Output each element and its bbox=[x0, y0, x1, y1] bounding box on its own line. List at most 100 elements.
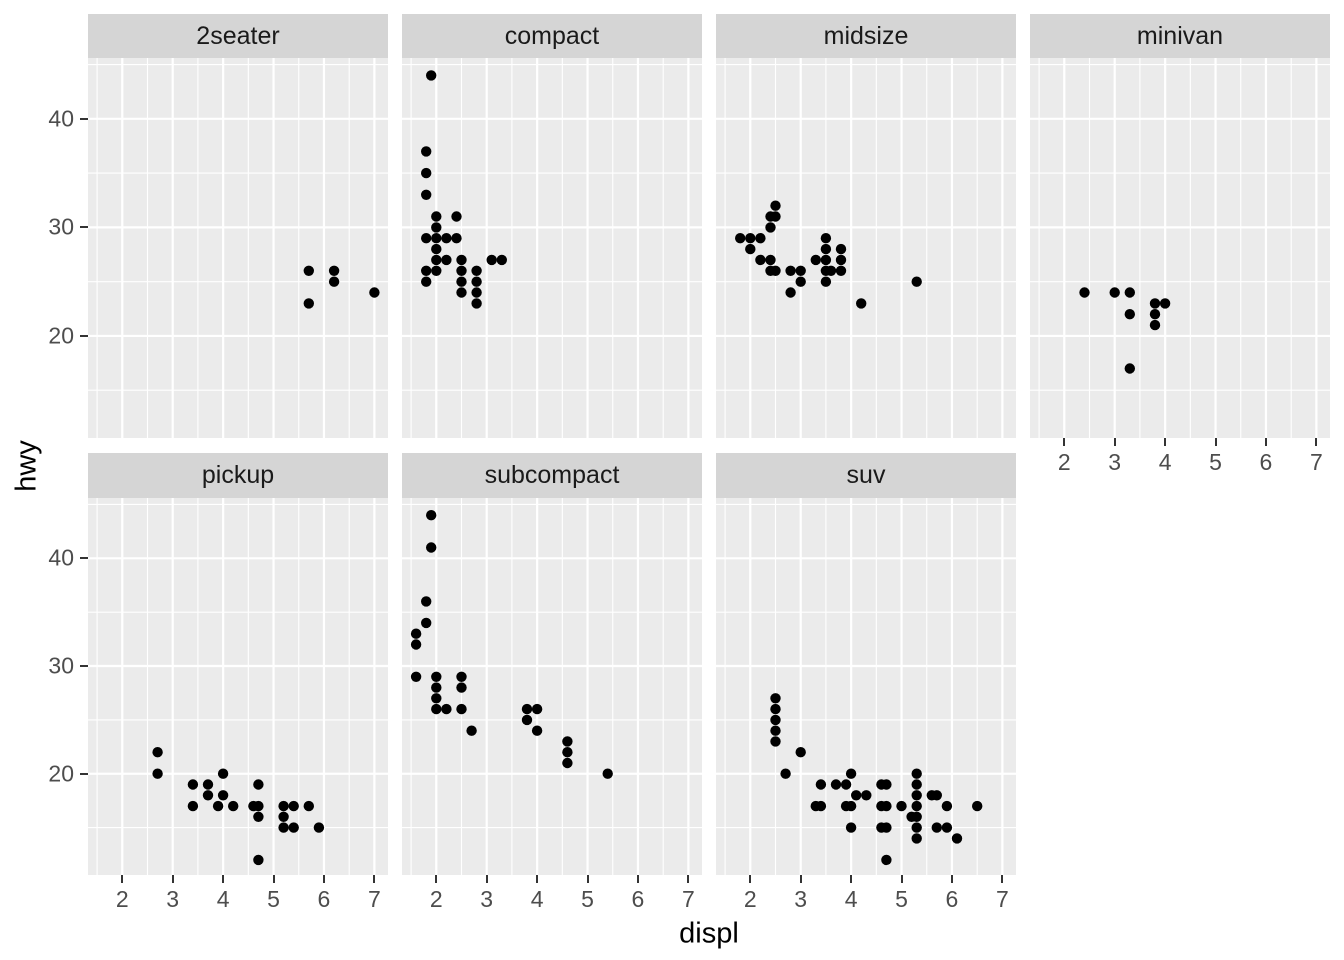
x-tick-label: 3 bbox=[166, 886, 180, 912]
data-point bbox=[755, 233, 766, 244]
data-point bbox=[421, 146, 432, 157]
data-point bbox=[911, 833, 922, 844]
panel-background bbox=[1030, 58, 1330, 438]
data-point bbox=[830, 779, 842, 790]
facet-panel-subcompact bbox=[402, 498, 702, 875]
x-tick-mark bbox=[1264, 438, 1267, 446]
x-tick-mark bbox=[950, 875, 953, 883]
data-point bbox=[881, 800, 892, 812]
data-point bbox=[562, 736, 573, 747]
data-point bbox=[1109, 287, 1120, 298]
x-tick-label: 2 bbox=[429, 886, 443, 912]
x-tick-label: 7 bbox=[367, 886, 381, 912]
data-point bbox=[288, 822, 299, 833]
data-point bbox=[431, 682, 442, 693]
x-tick-label: 3 bbox=[794, 886, 808, 912]
panel-background bbox=[88, 58, 388, 438]
facet-strip-label: compact bbox=[504, 21, 600, 50]
x-tick-mark bbox=[1214, 438, 1217, 446]
data-point bbox=[835, 243, 847, 255]
y-tick-label: 30 bbox=[48, 652, 74, 679]
data-point bbox=[187, 800, 199, 812]
data-point bbox=[456, 287, 467, 298]
facet-panel-suv bbox=[716, 498, 1016, 875]
y-tick-label: 20 bbox=[48, 322, 74, 349]
data-point bbox=[795, 265, 806, 276]
x-tick-mark bbox=[536, 875, 539, 883]
data-point bbox=[845, 768, 857, 779]
data-point bbox=[845, 822, 857, 833]
panel-background bbox=[88, 498, 388, 875]
data-point bbox=[765, 222, 776, 233]
facet-strip-label: midsize bbox=[823, 21, 909, 50]
facet-strip-suv: suv bbox=[716, 453, 1016, 498]
x-tick-mark bbox=[1113, 438, 1116, 446]
data-point bbox=[303, 800, 314, 812]
data-point bbox=[881, 854, 892, 866]
x-tick-mark bbox=[749, 875, 752, 883]
data-point bbox=[795, 747, 806, 758]
data-point bbox=[456, 671, 467, 682]
data-point bbox=[820, 276, 832, 287]
data-point bbox=[451, 211, 462, 222]
data-point bbox=[328, 276, 340, 287]
data-point bbox=[303, 265, 314, 276]
data-point bbox=[441, 254, 452, 266]
x-tick-label: 5 bbox=[267, 886, 280, 912]
data-point bbox=[780, 768, 791, 779]
x-tick-mark bbox=[485, 875, 488, 883]
x-tick-label: 3 bbox=[1108, 449, 1122, 475]
y-tick-mark bbox=[80, 772, 88, 775]
data-point bbox=[202, 790, 214, 801]
x-tick-mark bbox=[121, 875, 124, 883]
x-tick-mark bbox=[1164, 438, 1167, 446]
data-point bbox=[911, 790, 922, 801]
data-point bbox=[770, 265, 781, 276]
data-point bbox=[840, 779, 852, 790]
data-point bbox=[456, 703, 467, 715]
data-point bbox=[486, 254, 497, 266]
data-point bbox=[911, 811, 922, 822]
data-point bbox=[820, 254, 832, 266]
facet-strip-minivan: minivan bbox=[1030, 14, 1330, 58]
data-point bbox=[410, 671, 422, 682]
data-point bbox=[1159, 298, 1171, 309]
data-point bbox=[253, 779, 264, 790]
data-point bbox=[253, 800, 264, 812]
data-point bbox=[426, 70, 437, 81]
y-tick-label: 40 bbox=[48, 544, 74, 571]
x-tick-label: 4 bbox=[530, 886, 544, 912]
facet-strip-midsize: midsize bbox=[716, 14, 1016, 58]
facet-panel-pickup bbox=[88, 498, 388, 875]
data-point bbox=[735, 233, 746, 244]
data-point bbox=[911, 779, 922, 790]
data-point bbox=[471, 287, 482, 298]
data-point bbox=[202, 779, 214, 790]
data-point bbox=[496, 254, 507, 266]
data-point bbox=[471, 276, 482, 287]
data-point bbox=[278, 811, 289, 822]
x-tick-label: 6 bbox=[945, 886, 959, 912]
data-point bbox=[466, 725, 477, 736]
data-point bbox=[785, 265, 796, 276]
data-point bbox=[911, 768, 922, 779]
data-point bbox=[825, 265, 837, 276]
data-point bbox=[278, 822, 289, 833]
data-point bbox=[217, 768, 229, 779]
data-point bbox=[815, 779, 827, 790]
data-point bbox=[1149, 298, 1161, 309]
x-tick-mark bbox=[900, 875, 903, 883]
data-point bbox=[881, 822, 892, 833]
x-tick-label: 7 bbox=[995, 886, 1009, 912]
x-tick-mark bbox=[171, 875, 174, 883]
facet-strip-label: minivan bbox=[1136, 21, 1224, 50]
data-point bbox=[431, 703, 442, 715]
data-point bbox=[456, 254, 467, 266]
panel-background bbox=[716, 498, 1016, 875]
data-point bbox=[1149, 309, 1161, 320]
data-point bbox=[1124, 287, 1135, 298]
data-point bbox=[521, 714, 533, 726]
data-point bbox=[521, 703, 533, 715]
facet-strip-label: subcompact bbox=[484, 461, 620, 489]
